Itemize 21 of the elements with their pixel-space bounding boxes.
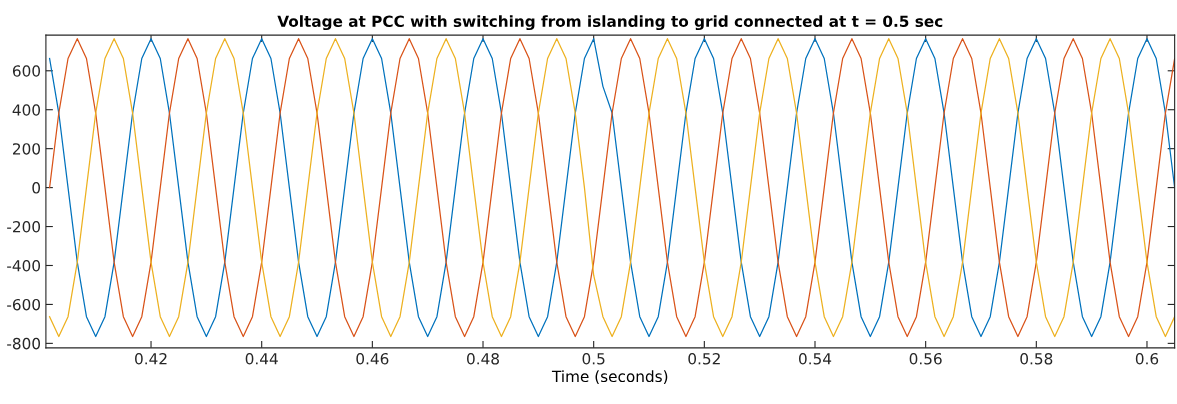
x-tick-label: 0.54 xyxy=(799,352,832,365)
y-tick-label: 0 xyxy=(32,182,41,194)
x-tick-label: 0.48 xyxy=(467,352,499,365)
y-tick-label: -800 xyxy=(7,337,41,350)
x-tick-label: 0.5 xyxy=(582,352,605,365)
x-axis-title: Time (seconds) xyxy=(551,370,668,384)
y-tick-label: -200 xyxy=(7,221,41,233)
y-tick-label: 600 xyxy=(12,65,41,77)
x-tick-label: 0.44 xyxy=(245,352,278,365)
y-tick-label: -600 xyxy=(7,298,41,311)
y-tick-label: 200 xyxy=(13,143,41,155)
x-tick-label: 0.46 xyxy=(356,352,389,365)
x-tick-label: 0.52 xyxy=(688,352,720,365)
x-tick-label: 0.56 xyxy=(909,352,942,365)
y-tick-label: -400 xyxy=(7,259,41,272)
x-tick-label: 0.42 xyxy=(135,352,167,365)
x-tick-label: 0.58 xyxy=(1020,352,1053,365)
chart-title: Voltage at PCC with switching from islanding to grid connected at t = 0.5 sec xyxy=(277,15,943,31)
y-tick-label: 400 xyxy=(12,104,41,116)
x-tick-label: 0.6 xyxy=(1135,352,1159,365)
line-series xyxy=(48,38,1175,338)
